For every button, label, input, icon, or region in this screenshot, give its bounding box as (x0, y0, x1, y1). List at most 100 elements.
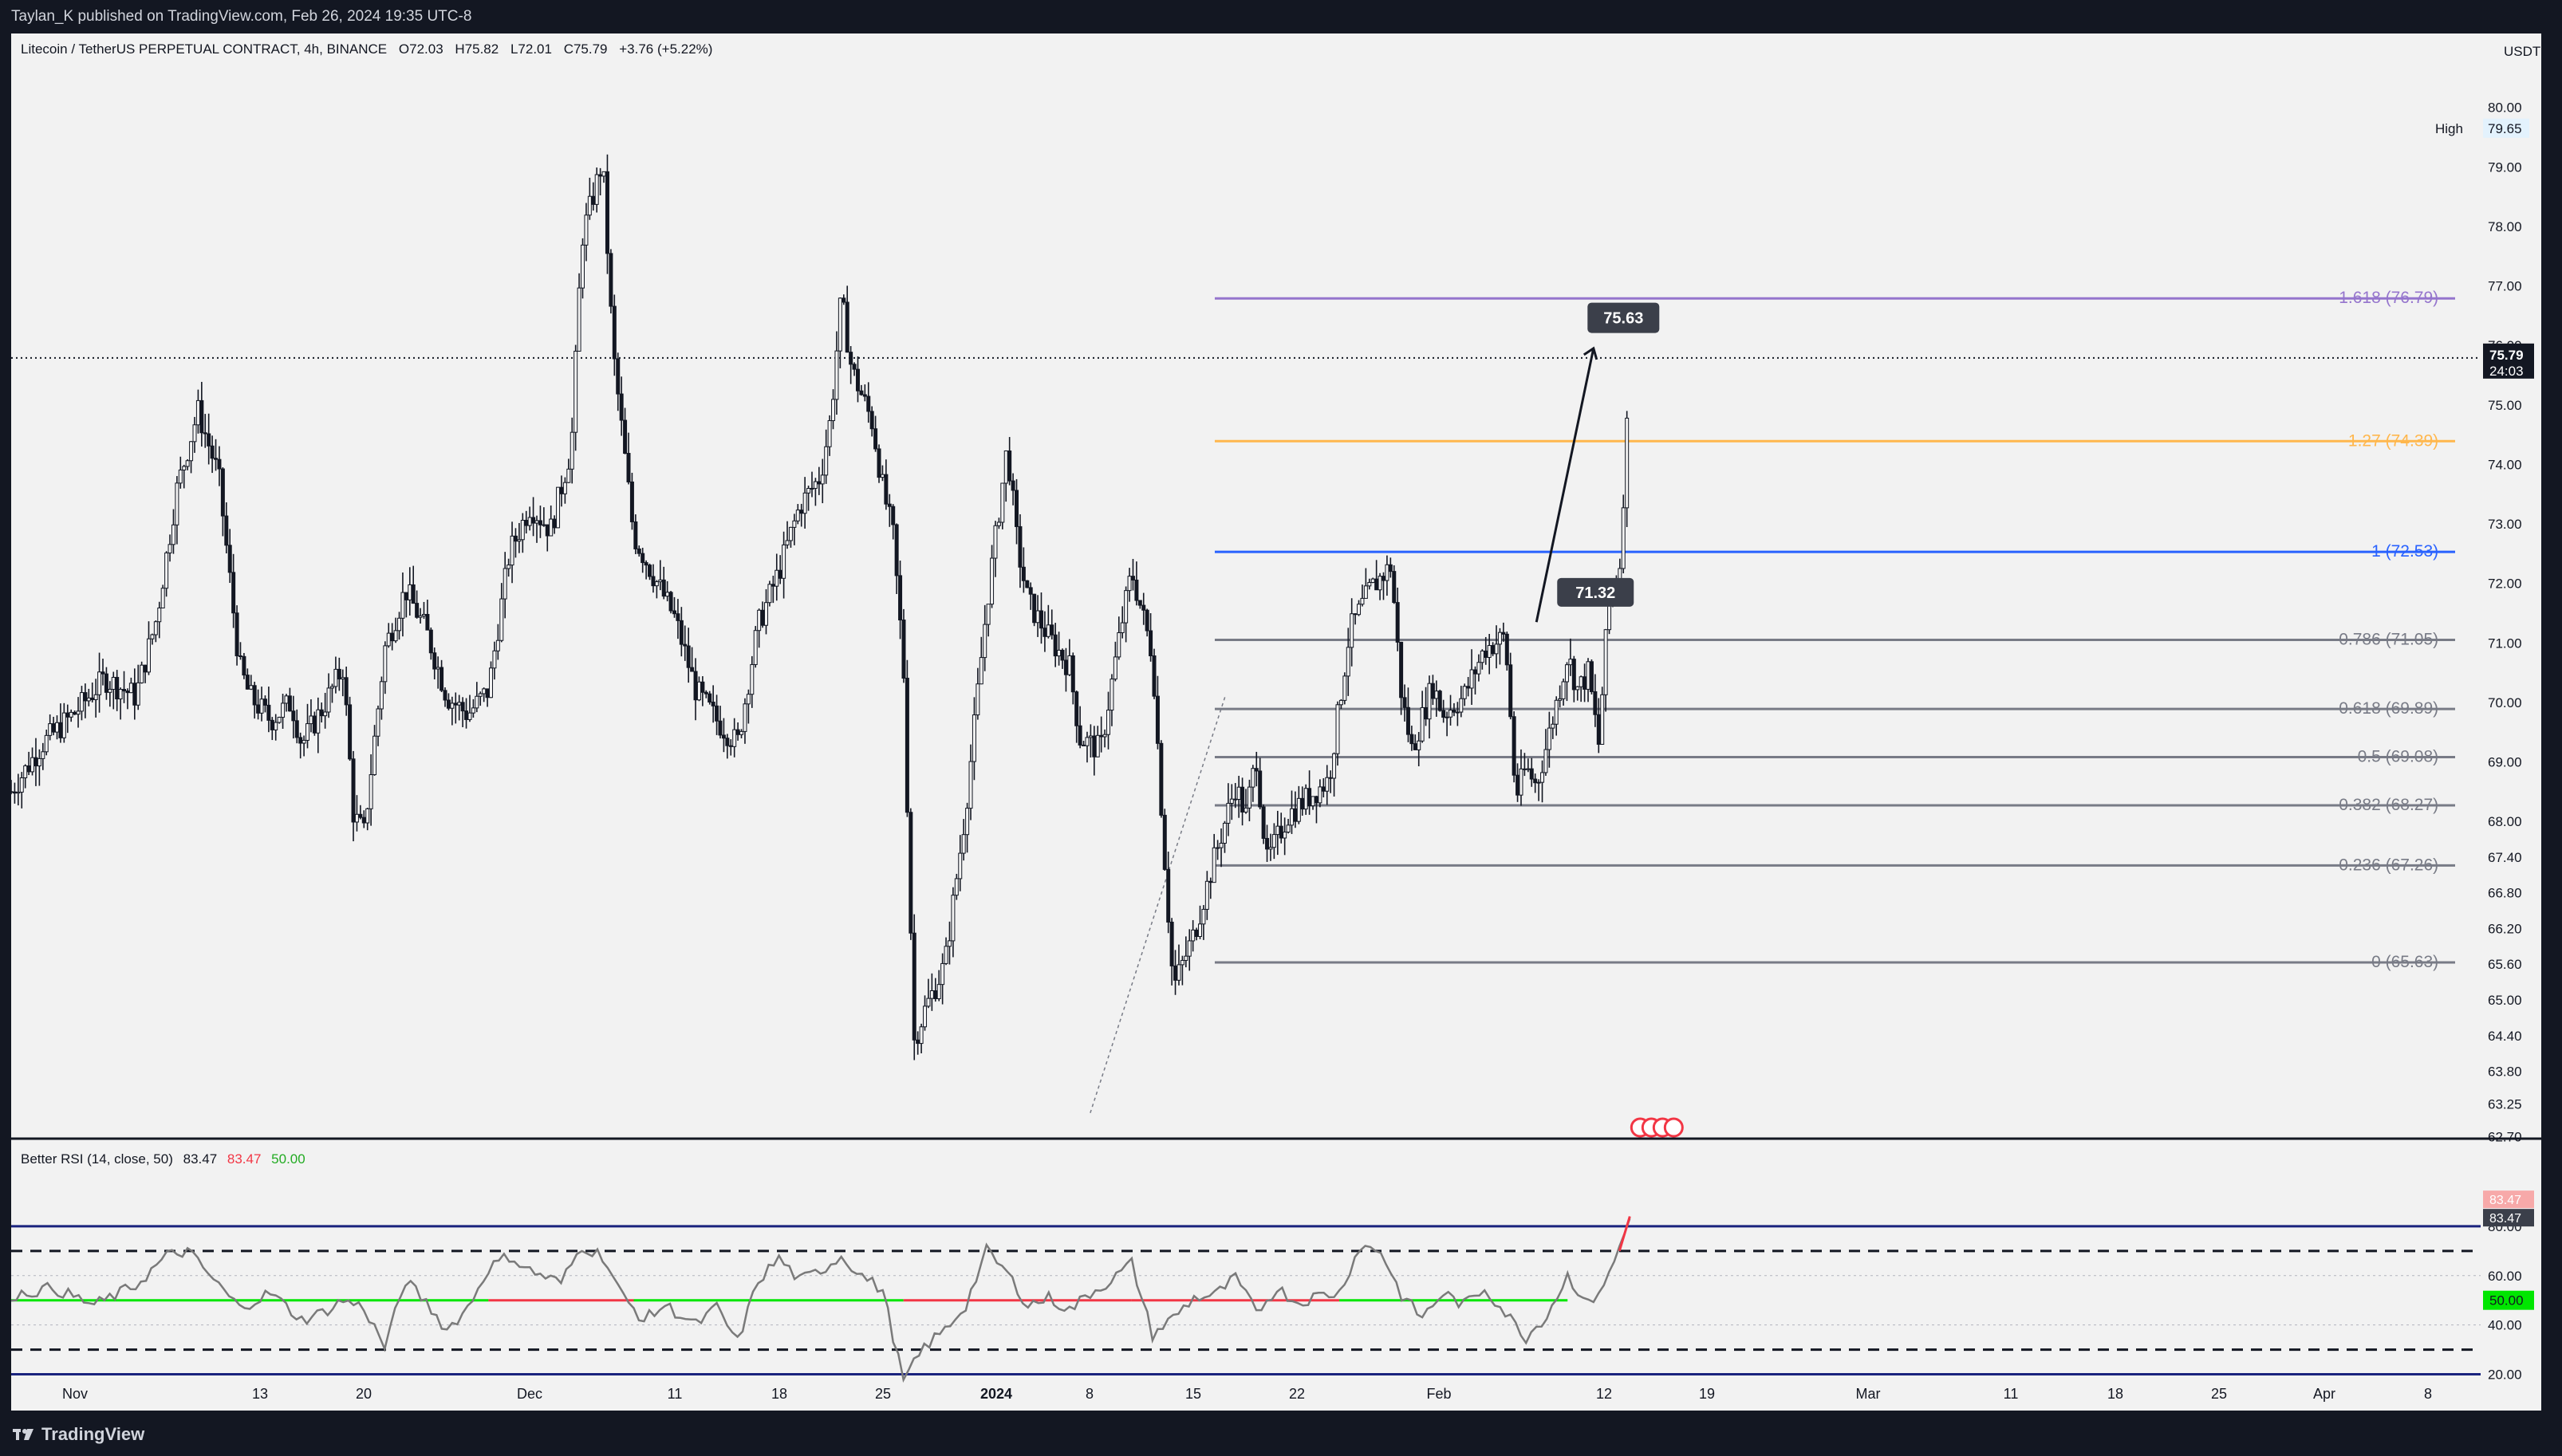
candle-body (108, 688, 112, 693)
candle-body (1311, 796, 1315, 807)
candle-body (1070, 655, 1075, 693)
candle-body (817, 481, 822, 485)
candle-body (644, 562, 648, 566)
candle-body (849, 352, 853, 365)
candle-body (97, 671, 102, 695)
candle-body (933, 990, 938, 1000)
candle-body (577, 287, 581, 352)
time-axis-tick: Apr (2313, 1386, 2335, 1402)
candle-body (510, 535, 514, 566)
fib-level-label: 1.618 (76.79) - (2339, 289, 2449, 307)
candle-body (1367, 581, 1372, 587)
price-axis-tick: 77.00 (2488, 279, 2522, 294)
candle-body (397, 617, 402, 632)
candle-body (958, 852, 963, 880)
candle-body (1296, 797, 1301, 822)
candle-body (1099, 734, 1104, 738)
candle-body (1300, 797, 1305, 810)
candle-body (1286, 824, 1291, 833)
candle-body (390, 632, 395, 642)
candle-body (901, 620, 906, 679)
candle-body (220, 468, 225, 517)
candle-body (192, 424, 197, 443)
candle-body (369, 774, 373, 809)
candle-body (1226, 802, 1231, 824)
high-value-box (2483, 118, 2529, 138)
time-axis-tick: 18 (2107, 1386, 2123, 1402)
candle-body (475, 695, 479, 709)
candle-body (231, 572, 236, 614)
candle-body (217, 458, 222, 470)
price-axis-tick: 63.80 (2488, 1064, 2522, 1080)
candle-body (333, 668, 338, 687)
rsi-value-2: 83.47 (227, 1151, 262, 1167)
candle-body (277, 717, 282, 723)
price-axis-tick: 72.00 (2488, 576, 2522, 592)
candle-body (711, 702, 715, 706)
candle-body (534, 520, 539, 524)
candle-body (1449, 710, 1453, 718)
chart-area[interactable]: 80.0079.0078.0077.0076.0075.0074.0073.00… (11, 33, 2541, 1411)
candle-body (182, 466, 187, 470)
candle-body (274, 722, 278, 730)
candle-body (961, 834, 966, 854)
rsi-title: Better RSI (14, close, 50) (21, 1151, 173, 1167)
candle-body (281, 702, 286, 718)
candle-body (1508, 664, 1513, 718)
candle-body (11, 791, 14, 793)
candle-body (1452, 710, 1456, 713)
candle-body (704, 691, 708, 695)
candle-body (262, 698, 267, 706)
candle-body (993, 525, 998, 559)
time-axis-tick: 20 (356, 1386, 372, 1402)
candle-body (189, 441, 194, 462)
candles-group (11, 154, 1630, 1061)
candle-body (983, 624, 987, 659)
candle-body (869, 411, 874, 430)
candle-body (224, 515, 229, 546)
candle-body (1455, 711, 1460, 714)
price-chart-svg[interactable]: 80.0079.0078.0077.0076.0075.0074.0073.00… (11, 33, 2541, 1411)
candle-body (753, 630, 758, 665)
candle-body (1251, 768, 1255, 788)
candle-body (947, 940, 952, 947)
candle-body (65, 712, 70, 718)
candle-body (175, 482, 179, 525)
candle-body (919, 1026, 924, 1045)
candle-body (1180, 959, 1184, 966)
candle-body (693, 671, 698, 701)
fib-level-label: 0.786 (71.05) - (2339, 631, 2449, 649)
candle-body (1060, 649, 1065, 661)
candle-body (838, 297, 842, 352)
candle-body (1441, 710, 1446, 718)
candle-body (1279, 825, 1283, 839)
candle-body (1501, 632, 1506, 635)
candle-body (1032, 593, 1037, 624)
tradingview-logo[interactable]: TradingView (13, 1424, 144, 1445)
candle-body (19, 777, 24, 793)
candle-body (1529, 768, 1534, 780)
candle-body (792, 520, 797, 528)
candle-body (584, 214, 589, 246)
candle-body (16, 791, 21, 794)
price-axis-tick: 78.00 (2488, 219, 2522, 234)
candle-body (460, 702, 465, 712)
rsi-axis-tick: 40.00 (2488, 1318, 2522, 1333)
candle-body (284, 695, 289, 704)
candle-body (1149, 630, 1153, 657)
price-axis-tick: 66.80 (2488, 886, 2522, 901)
candle-body (594, 174, 599, 205)
price-axis-tick: 65.60 (2488, 957, 2522, 972)
candle-body (34, 757, 38, 767)
candle-body (1402, 697, 1407, 708)
candle-body (354, 813, 359, 823)
candle-body (428, 629, 433, 654)
candle-body (386, 632, 391, 647)
candle-body (549, 518, 554, 537)
candle-body (834, 350, 839, 400)
candle-body (294, 720, 299, 738)
candle-body (912, 932, 916, 1041)
candle-body (873, 428, 878, 450)
price-axis-tick: 64.40 (2488, 1029, 2522, 1044)
candle-body (83, 692, 88, 702)
